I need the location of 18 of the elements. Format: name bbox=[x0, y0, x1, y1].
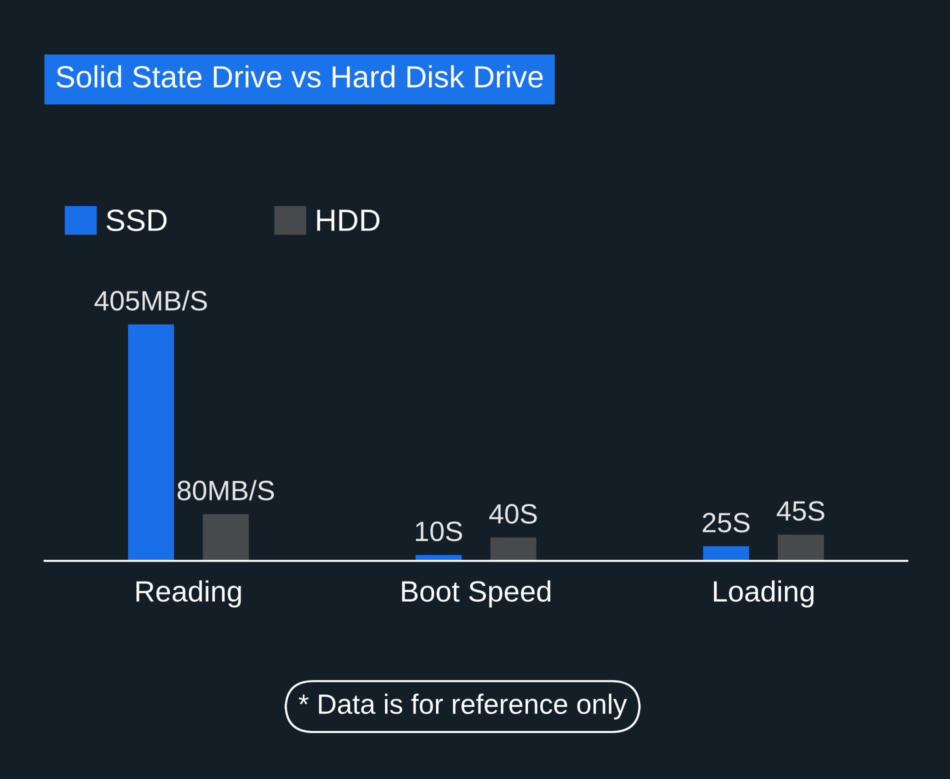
bar bbox=[778, 534, 824, 561]
bar bbox=[490, 538, 536, 561]
bar bbox=[202, 514, 249, 561]
x-tick-label: Boot Speed bbox=[402, 580, 550, 608]
data-label: 25S bbox=[702, 512, 750, 532]
text: * Data is for reference only bbox=[298, 694, 628, 720]
chart-title: Solid State Drive vs Hard Disk Drive bbox=[56, 65, 543, 88]
x-tick-label: Loading bbox=[714, 580, 814, 608]
data-label: 405MB/S bbox=[94, 290, 207, 311]
bar bbox=[128, 324, 174, 561]
legend-label: HDD bbox=[317, 210, 380, 231]
data-label: 10S bbox=[416, 522, 462, 542]
data-label: 45S bbox=[776, 501, 824, 521]
data-label: 80MB/S bbox=[178, 480, 274, 500]
legend-label: SSD bbox=[106, 209, 167, 232]
data-label: 40S bbox=[489, 504, 537, 524]
bar bbox=[703, 546, 750, 561]
x-tick-label: Reading bbox=[136, 580, 241, 608]
